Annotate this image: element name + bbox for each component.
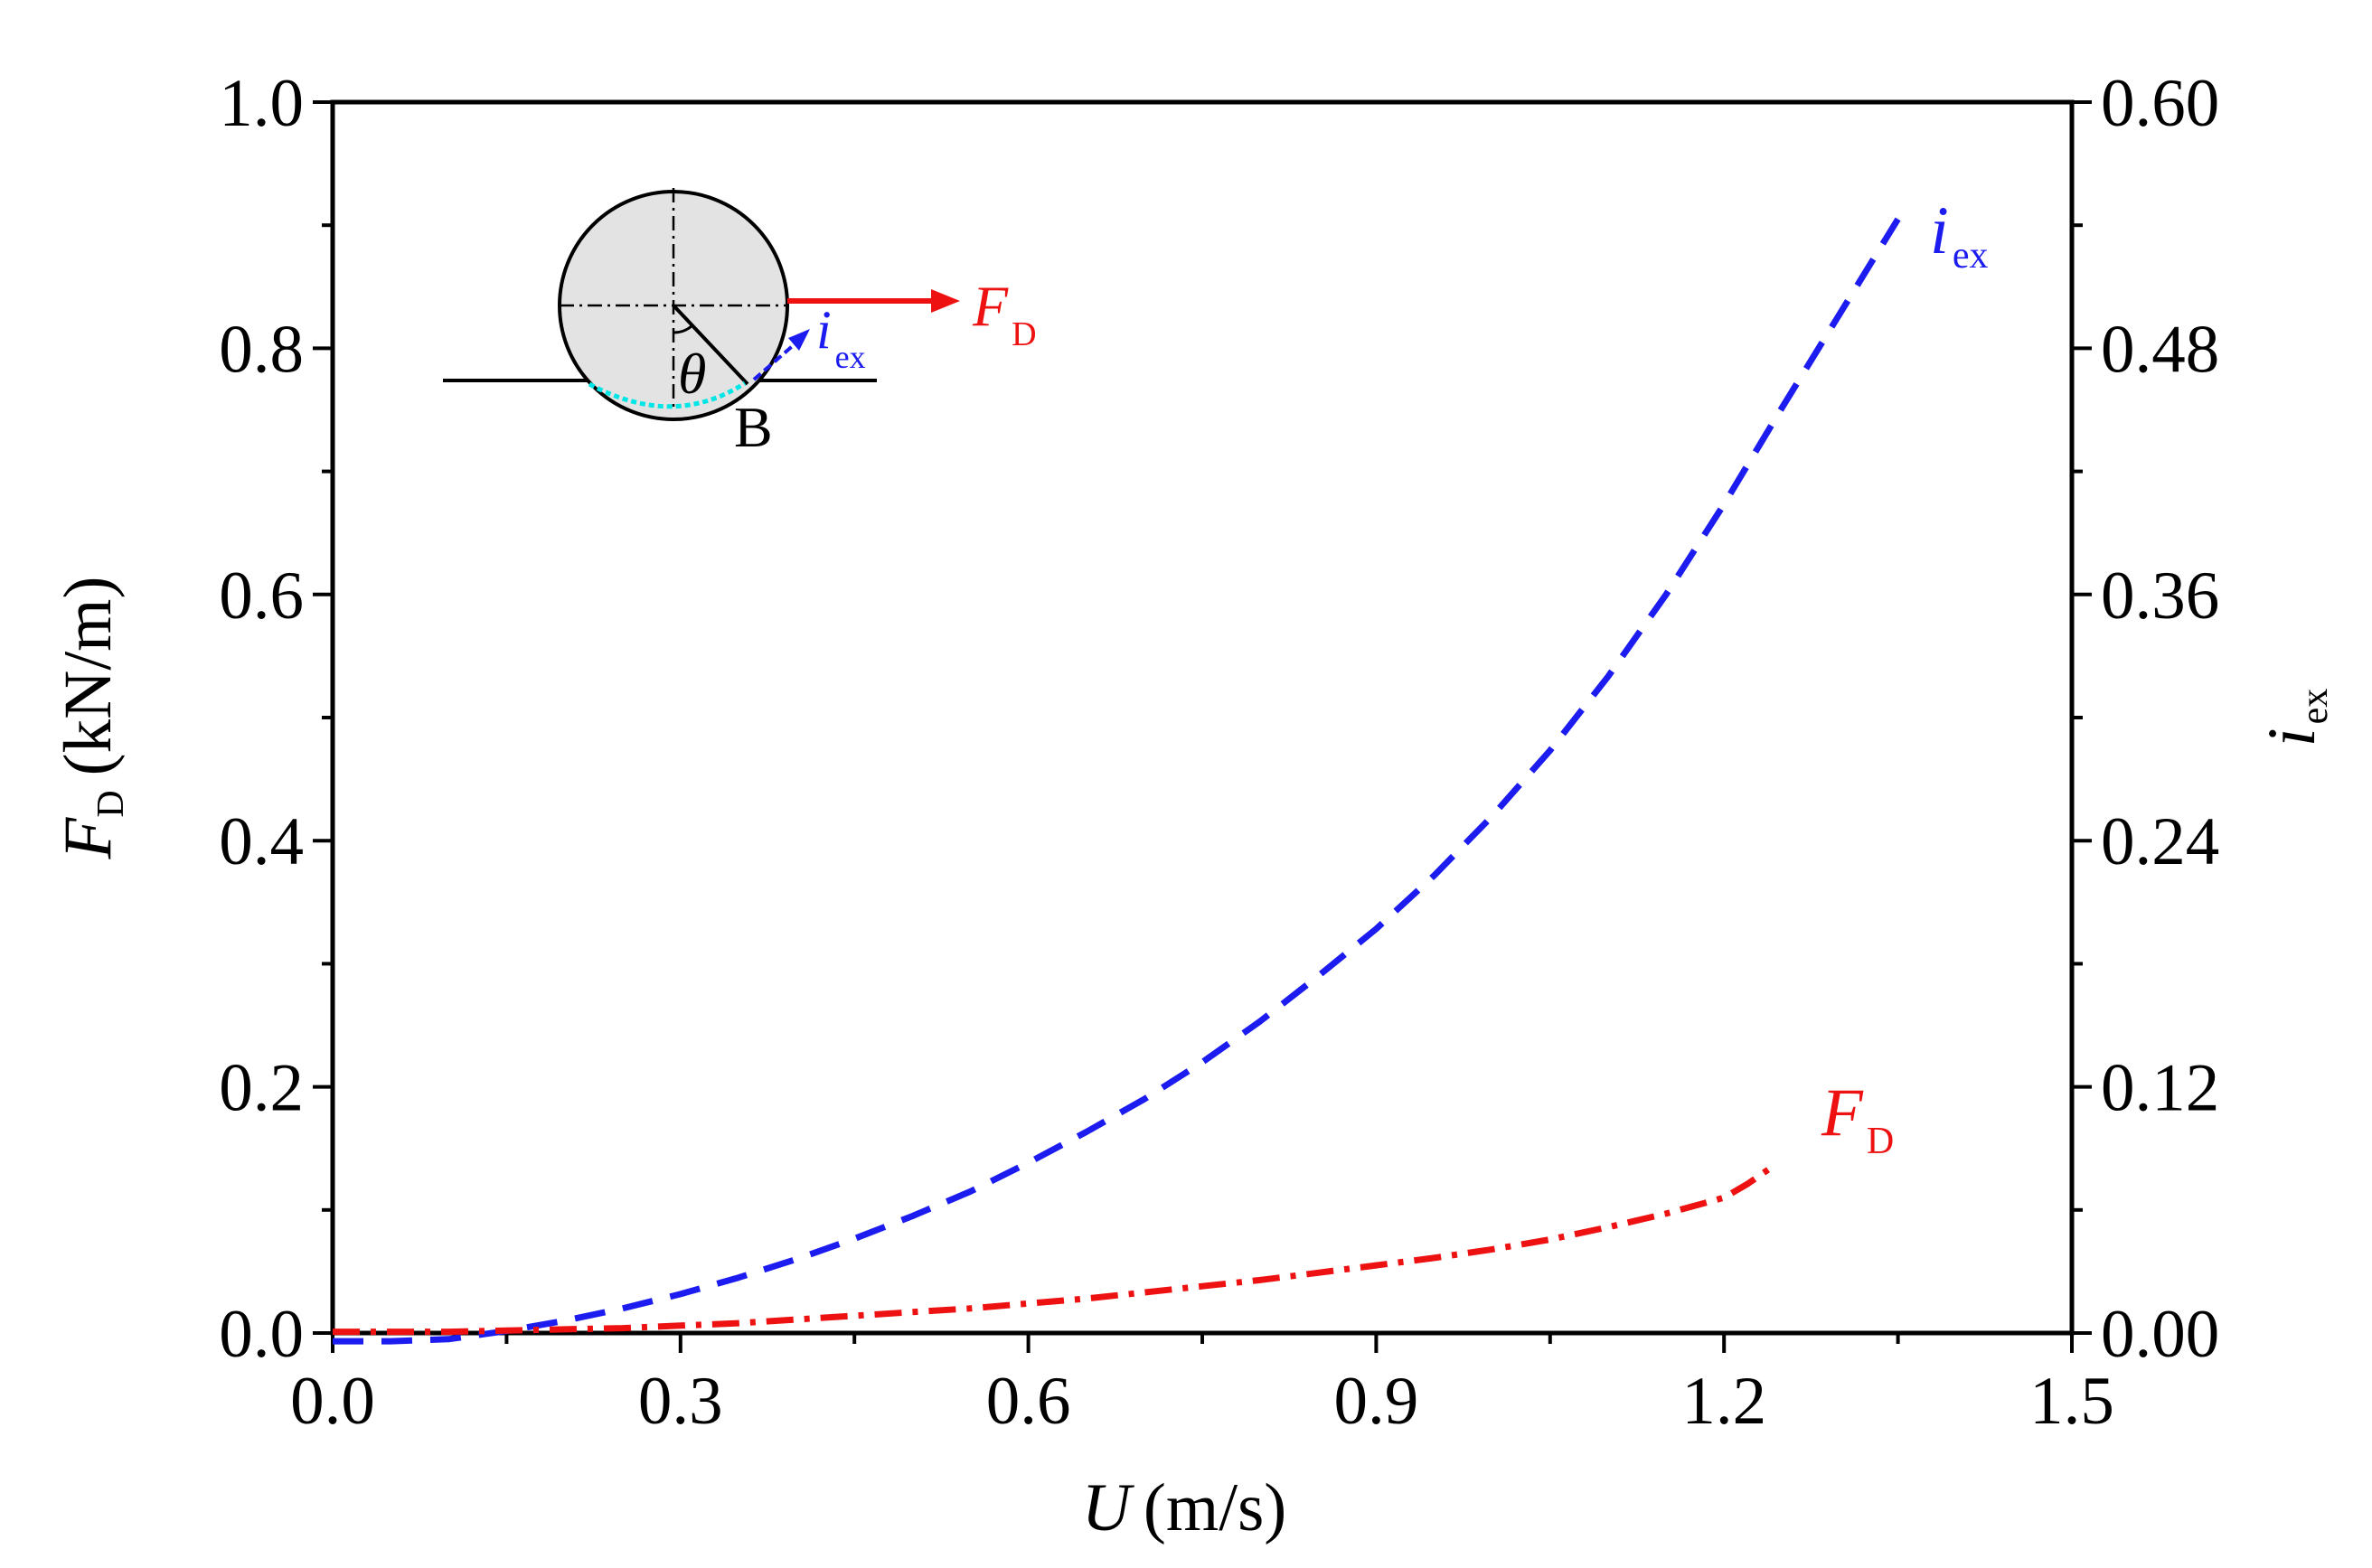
x-tick-label: 1.2: [1681, 1364, 1766, 1439]
svg-text:iex: iex: [2254, 689, 2336, 747]
series-group: [333, 217, 1901, 1345]
y2-tick-label: 0.12: [2101, 1051, 2219, 1126]
x-tick-label: 0.6: [986, 1364, 1071, 1439]
y-tick-label: 1.0: [219, 66, 304, 141]
y2-tick-label: 0.36: [2101, 559, 2219, 634]
inset-force-arrow-head: [931, 289, 960, 313]
inset-radius-to-b: [672, 304, 749, 386]
svg-text:FD(kN/m): FD(kN/m): [51, 577, 132, 860]
x-tick-label: 0.9: [1334, 1364, 1419, 1439]
series-label-iex: iex: [1930, 193, 1989, 277]
y-tick-label: 0.6: [219, 559, 304, 634]
y2-tick-label: 0.60: [2101, 66, 2219, 141]
series-line-f-d: [333, 1165, 1773, 1336]
ticks: [313, 100, 2092, 1353]
series-label-fd: FD: [1821, 1075, 1894, 1162]
y-tick-label: 0.4: [219, 804, 304, 879]
inset-angle-arc: [673, 324, 694, 334]
x-tick-label: 0.0: [290, 1364, 375, 1439]
inset-point-label: B: [734, 395, 773, 459]
y-axis-title: FD(kN/m): [51, 577, 132, 860]
y2-axis-title: iex: [2254, 689, 2336, 747]
tick-labels: 0.0 0.3 0.6 0.9 1.2 1.5 0.0 0.2 0.4 0.6 0.8 1.0 0.00…: [219, 66, 2219, 1439]
y2-tick-label: 0.24: [2101, 804, 2219, 879]
inset-iex-arrow-shaft: [752, 342, 797, 381]
y-tick-label: 0.0: [219, 1297, 304, 1372]
y2-tick-label: 0.48: [2101, 312, 2219, 387]
series-line-i-ex: [333, 217, 1901, 1345]
inset-angle-label: θ: [678, 342, 706, 406]
y-tick-label: 0.2: [219, 1051, 304, 1126]
x-tick-label: 0.3: [638, 1364, 723, 1439]
y-tick-label: 0.8: [219, 312, 304, 387]
x-tick-label: 1.5: [2029, 1364, 2114, 1439]
inset-iex-label: i ex: [816, 300, 866, 375]
x-axis-title: U (m/s): [1082, 1470, 1287, 1545]
inset-iex-arrow-head: [788, 329, 810, 351]
y2-tick-label: 0.00: [2101, 1297, 2219, 1372]
inset-scour-hole: [588, 380, 747, 409]
